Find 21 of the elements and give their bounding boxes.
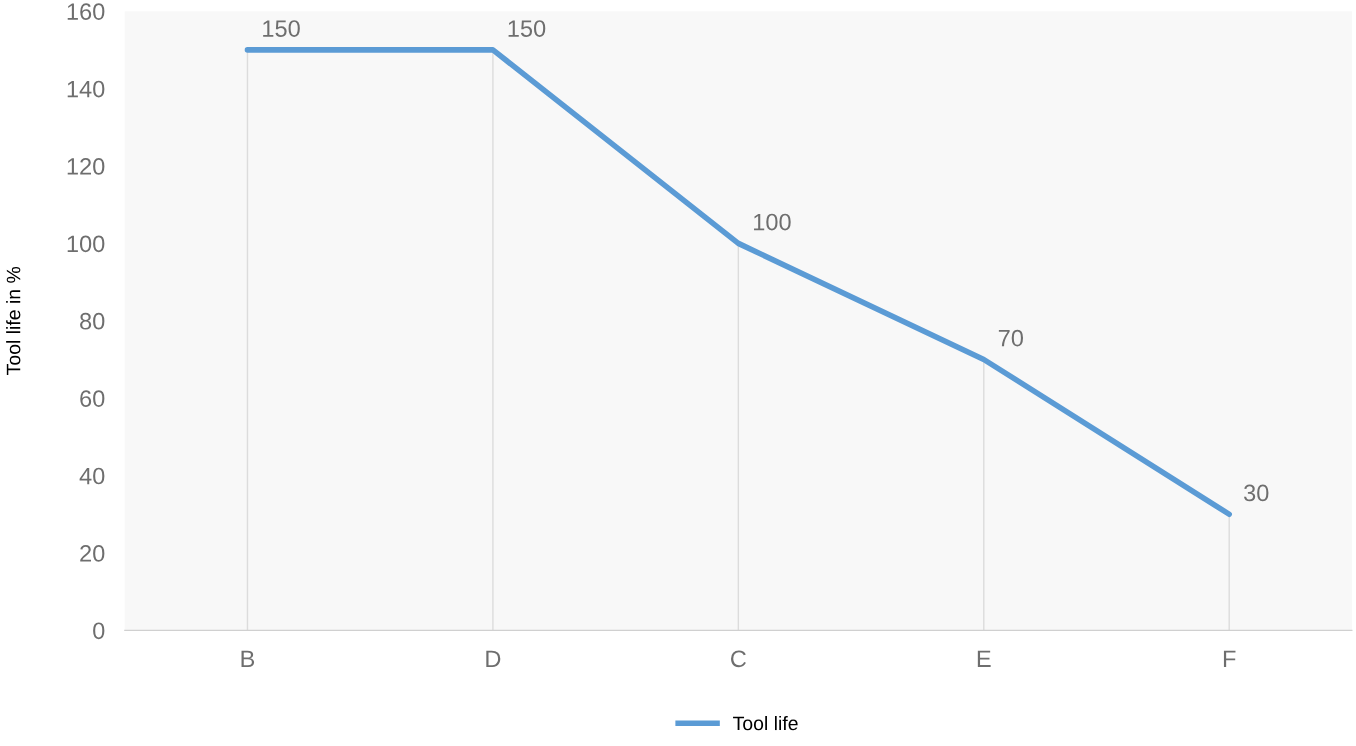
y-tick-label: 20 <box>80 545 105 562</box>
data-label: 150 <box>508 20 546 37</box>
x-tick-label: D <box>486 650 501 667</box>
y-axis-title: Tool life in % <box>6 266 21 375</box>
y-tick-label: 80 <box>80 312 105 330</box>
y-tick-label: 60 <box>80 390 105 407</box>
y-tick-label: 100 <box>67 235 105 253</box>
data-label: 100 <box>754 213 791 231</box>
y-tick-label: 120 <box>67 158 105 175</box>
y-tick-label: 140 <box>67 80 105 98</box>
y-tick-label: 160 <box>67 3 105 20</box>
x-tick-label: E <box>977 650 991 667</box>
y-tick-label: 40 <box>79 467 105 485</box>
x-tick-label: B <box>241 650 255 667</box>
data-label: 30 <box>1244 484 1269 502</box>
data-label: 150 <box>263 20 300 37</box>
legend-label: Tool life <box>733 715 798 731</box>
x-tick-label: C <box>731 650 746 668</box>
y-tick-label: 0 <box>93 622 105 640</box>
x-tick-label: F <box>1223 650 1236 667</box>
data-label: 70 <box>998 329 1024 347</box>
